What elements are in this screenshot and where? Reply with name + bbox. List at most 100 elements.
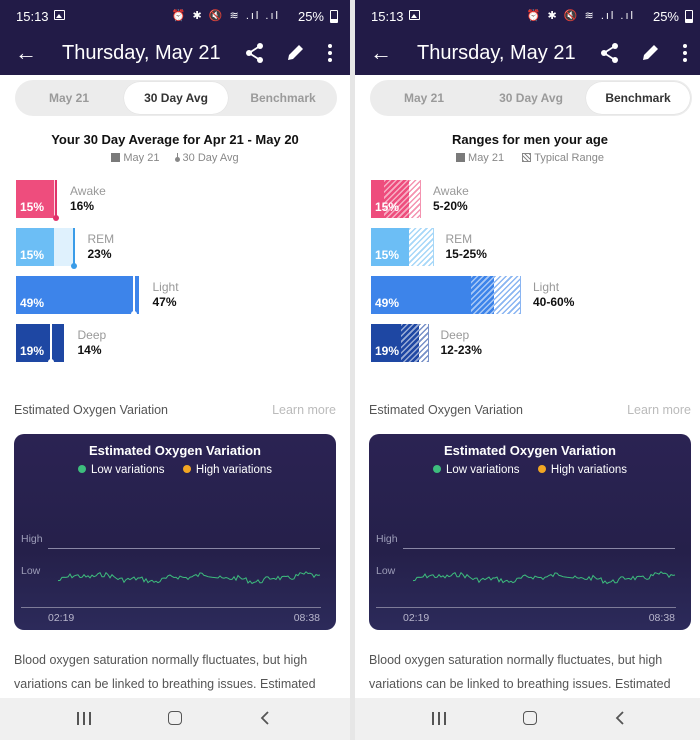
oxygen-section-header: Estimated Oxygen Variation bbox=[14, 403, 169, 417]
oxygen-description: Blood oxygen saturation normally fluctua… bbox=[369, 653, 671, 691]
start-time: 02:19 bbox=[48, 612, 75, 624]
today-swatch-icon bbox=[111, 153, 121, 162]
screen-30-day-avg: 15:13 ⏰ ✱ 🔇 ≋ .ıl .ıl 25% ← Thursday, Ma… bbox=[0, 0, 350, 740]
battery-percent: 25% bbox=[297, 9, 324, 24]
nav-back-icon[interactable] bbox=[613, 711, 627, 725]
share-icon[interactable] bbox=[244, 40, 266, 66]
recents-icon[interactable] bbox=[432, 712, 446, 725]
status-time: 15:13 bbox=[16, 9, 49, 24]
range-extension-rem bbox=[408, 228, 434, 266]
chart-legend: May 21 Typical Range bbox=[355, 152, 700, 164]
oxygen-card-title: Estimated Oxygen Variation bbox=[444, 443, 616, 458]
tab-benchmark[interactable]: Benchmark bbox=[586, 82, 690, 114]
tab-30-day-avg[interactable]: 30 Day Avg bbox=[499, 91, 563, 105]
legend-today: May 21 bbox=[468, 152, 505, 164]
android-nav-bar bbox=[355, 698, 700, 740]
stage-pct-rem: 15% bbox=[375, 248, 400, 262]
app-bar: ← Thursday, May 21 bbox=[0, 32, 350, 75]
gallery-notification-icon bbox=[54, 10, 65, 20]
avg-extension-awake bbox=[53, 180, 56, 218]
oxygen-trace bbox=[57, 571, 321, 585]
stage-name-rem: REM bbox=[87, 232, 115, 246]
legend-high: High variations bbox=[195, 464, 272, 476]
start-time: 02:19 bbox=[403, 612, 430, 624]
avg-marker-rem bbox=[70, 228, 77, 269]
legend-range: Typical Range bbox=[534, 152, 604, 164]
oxygen-card-title: Estimated Oxygen Variation bbox=[89, 443, 261, 458]
home-icon[interactable] bbox=[168, 711, 182, 725]
battery-icon bbox=[330, 10, 338, 23]
oxygen-card[interactable]: Estimated Oxygen Variation Low variation… bbox=[369, 434, 691, 630]
stage-fill-rem bbox=[16, 228, 54, 266]
learn-more-link[interactable]: Learn more bbox=[272, 403, 336, 417]
oxygen-description: Blood oxygen saturation normally fluctua… bbox=[14, 653, 316, 691]
avg-marker-awake bbox=[53, 180, 59, 221]
stage-fill-deep bbox=[16, 324, 64, 362]
high-threshold-line bbox=[403, 548, 675, 549]
status-bar: 15:13 ⏰ ✱ 🔇 ≋ .ıl .ıl 25% bbox=[355, 0, 700, 32]
stage-range-deep: 12-23% bbox=[440, 343, 482, 357]
stage-pct-rem: 15% bbox=[20, 248, 45, 262]
stage-name-light: Light bbox=[533, 280, 560, 294]
nav-back-icon[interactable] bbox=[258, 711, 272, 725]
status-icons: ⏰ ✱ 🔇 ≋ .ıl .ıl bbox=[171, 10, 280, 22]
page-title: Thursday, May 21 bbox=[417, 42, 576, 64]
battery-icon bbox=[685, 10, 693, 23]
more-vert-icon[interactable] bbox=[677, 40, 693, 66]
tab-30-day-avg[interactable]: 30 Day Avg bbox=[124, 82, 228, 114]
stage-avg-light: 47% bbox=[152, 295, 177, 309]
stage-fill-awake bbox=[16, 180, 54, 218]
app-bar: ← Thursday, May 21 bbox=[355, 32, 700, 75]
legend-avg: 30 Day Avg bbox=[182, 152, 239, 164]
range-extension-awake bbox=[408, 180, 421, 218]
stage-pct-deep: 19% bbox=[375, 344, 400, 358]
today-swatch-icon bbox=[456, 153, 466, 162]
view-tabs: May 21 30 Day Avg Benchmark bbox=[15, 80, 337, 116]
level-high-label: High bbox=[376, 533, 398, 545]
oxygen-trace bbox=[412, 571, 676, 585]
stage-name-awake: Awake bbox=[433, 184, 469, 198]
status-time: 15:13 bbox=[371, 9, 404, 24]
section-title: Ranges for men your age bbox=[451, 132, 609, 147]
level-low-label: Low bbox=[376, 565, 396, 577]
level-low-label: Low bbox=[21, 565, 41, 577]
recents-icon[interactable] bbox=[77, 712, 91, 725]
view-tabs: May 21 30 Day Avg Benchmark bbox=[370, 80, 692, 116]
oxygen-legend: Low variations High variations bbox=[369, 464, 691, 476]
stage-name-deep: Deep bbox=[77, 328, 107, 342]
edit-pencil-icon[interactable] bbox=[639, 40, 661, 66]
stage-fill-rem bbox=[371, 228, 409, 266]
page-title: Thursday, May 21 bbox=[62, 42, 221, 64]
tab-benchmark[interactable]: Benchmark bbox=[250, 91, 316, 105]
oxygen-card[interactable]: Estimated Oxygen Variation Low variation… bbox=[14, 434, 336, 630]
gallery-notification-icon bbox=[409, 10, 420, 20]
share-icon[interactable] bbox=[599, 40, 621, 66]
oxygen-legend: Low variations High variations bbox=[14, 464, 336, 476]
stage-pct-light: 49% bbox=[375, 296, 400, 310]
high-dot-icon bbox=[182, 465, 191, 473]
stage-name-rem: REM bbox=[445, 232, 473, 246]
back-arrow-icon[interactable]: ← bbox=[15, 40, 37, 65]
android-nav-bar bbox=[0, 698, 350, 740]
range-extension-light bbox=[493, 276, 521, 314]
range-extension-deep bbox=[418, 324, 429, 362]
edit-pencil-icon[interactable] bbox=[284, 40, 306, 66]
time-axis-line bbox=[21, 607, 321, 608]
more-vert-icon[interactable] bbox=[322, 40, 338, 66]
stage-range-awake: 5-20% bbox=[433, 199, 468, 213]
legend-today: May 21 bbox=[123, 152, 160, 164]
end-time: 08:38 bbox=[648, 612, 675, 624]
learn-more-link[interactable]: Learn more bbox=[627, 403, 691, 417]
avg-extension-rem bbox=[53, 228, 74, 266]
avg-marker-icon bbox=[174, 153, 180, 162]
stage-pct-deep: 19% bbox=[20, 344, 45, 358]
tab-may-21[interactable]: May 21 bbox=[48, 91, 90, 105]
stage-pct-light: 49% bbox=[20, 296, 45, 310]
tab-may-21[interactable]: May 21 bbox=[403, 91, 445, 105]
high-dot-icon bbox=[537, 465, 546, 473]
legend-low: Low variations bbox=[446, 464, 520, 476]
home-icon[interactable] bbox=[523, 711, 537, 725]
battery-percent: 25% bbox=[652, 9, 679, 24]
back-arrow-icon[interactable]: ← bbox=[370, 40, 392, 65]
section-title: Your 30 Day Average for Apr 21 - May 20 bbox=[51, 132, 299, 147]
